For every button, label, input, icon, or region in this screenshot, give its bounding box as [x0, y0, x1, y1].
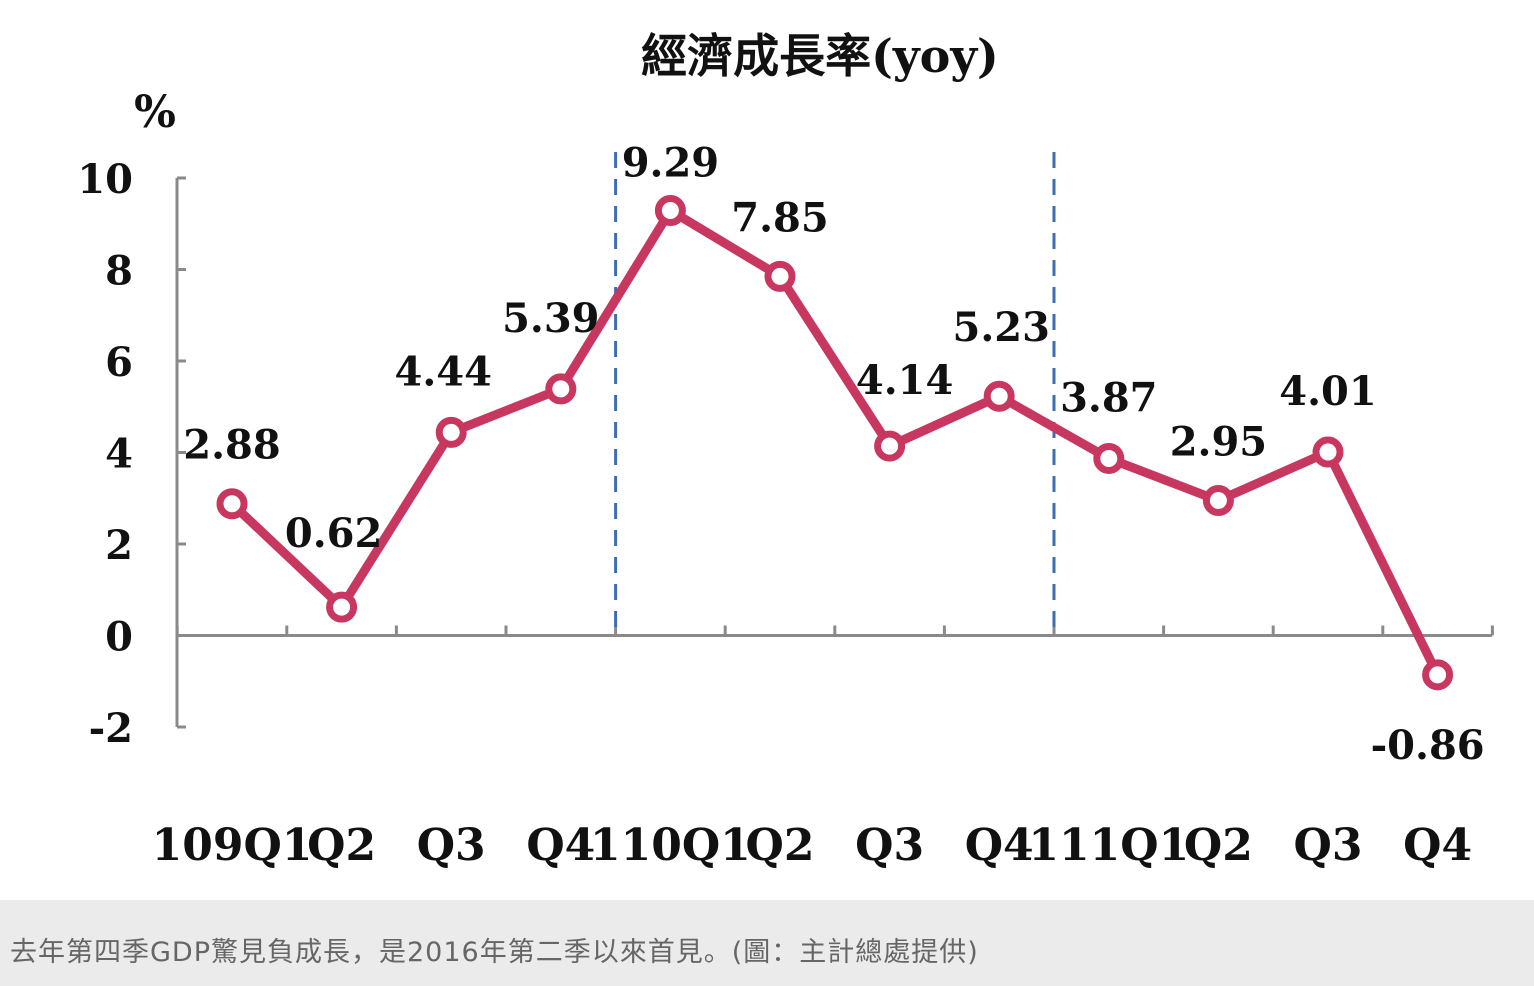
x-tick-label: Q4 — [1403, 820, 1472, 871]
image-caption: 去年第四季GDP驚見負成長，是2016年第二季以來首見。(圖：主計總處提供) — [10, 937, 979, 968]
x-tick-label: Q2 — [746, 820, 815, 871]
y-tick-label: 6 — [105, 339, 133, 386]
x-tick-label: 110Q1 — [590, 820, 751, 871]
data-label: 5.23 — [952, 304, 1049, 351]
data-point-marker — [983, 380, 1015, 412]
data-label: 7.85 — [731, 194, 828, 241]
x-tick-label: 109Q1 — [152, 820, 313, 871]
x-tick-label: Q4 — [965, 820, 1034, 871]
data-point-marker — [1312, 436, 1344, 468]
y-tick-label: 4 — [105, 431, 133, 478]
data-label: 4.01 — [1279, 368, 1376, 415]
data-labels: 2.880.62 4.445.39 9.29 7.85 4.14 5.233.87 2.95… — [183, 139, 1484, 768]
x-tick-label: Q4 — [526, 820, 595, 871]
x-tick-label: Q2 — [307, 820, 376, 871]
y-tick-label: -2 — [89, 705, 133, 752]
y-axis-unit-label: % — [134, 87, 176, 138]
x-tick-label: Q3 — [1294, 820, 1363, 871]
series-polyline — [227, 205, 1443, 680]
data-point-marker — [435, 416, 467, 448]
x-tick-label: 111Q1 — [1028, 820, 1189, 871]
data-point-marker — [764, 260, 796, 292]
data-point-marker — [1202, 485, 1234, 517]
data-label: 9.29 — [622, 139, 719, 186]
series-line — [216, 194, 1454, 691]
chart-title: 經濟成長率(yoy) — [641, 29, 999, 83]
x-tick-label: Q2 — [1184, 820, 1253, 871]
data-label: 2.88 — [183, 422, 280, 469]
y-tick-label: 10 — [77, 156, 133, 203]
data-point-marker — [1422, 659, 1454, 691]
y-tick-label: 2 — [105, 522, 133, 569]
data-label: 2.95 — [1170, 419, 1267, 466]
y-tick-label: 0 — [105, 614, 133, 661]
data-label: 4.44 — [394, 348, 491, 395]
data-point-marker — [326, 591, 358, 623]
data-label: 3.87 — [1060, 374, 1157, 421]
caption-bar: 去年第四季GDP驚見負成長，是2016年第二季以來首見。(圖：主計總處提供) — [0, 900, 1534, 986]
chart-area: 經濟成長率(yoy) % 10 8 6 4 2 0 -2 109Q1 Q2 Q3 Q4 110Q1 Q2… — [77, 29, 1494, 871]
x-tick-label: Q3 — [417, 820, 486, 871]
data-point-marker — [545, 373, 577, 405]
data-point-marker — [216, 488, 248, 520]
data-label: 0.62 — [285, 510, 382, 557]
x-tick-label: Q3 — [855, 820, 924, 871]
data-label: 5.39 — [502, 295, 599, 342]
data-point-marker — [1093, 442, 1125, 474]
data-label: -0.86 — [1371, 722, 1485, 769]
data-label: 4.14 — [856, 357, 953, 404]
y-tick-label: 8 — [105, 248, 133, 295]
data-point-marker — [874, 430, 906, 462]
data-point-marker — [654, 194, 686, 226]
